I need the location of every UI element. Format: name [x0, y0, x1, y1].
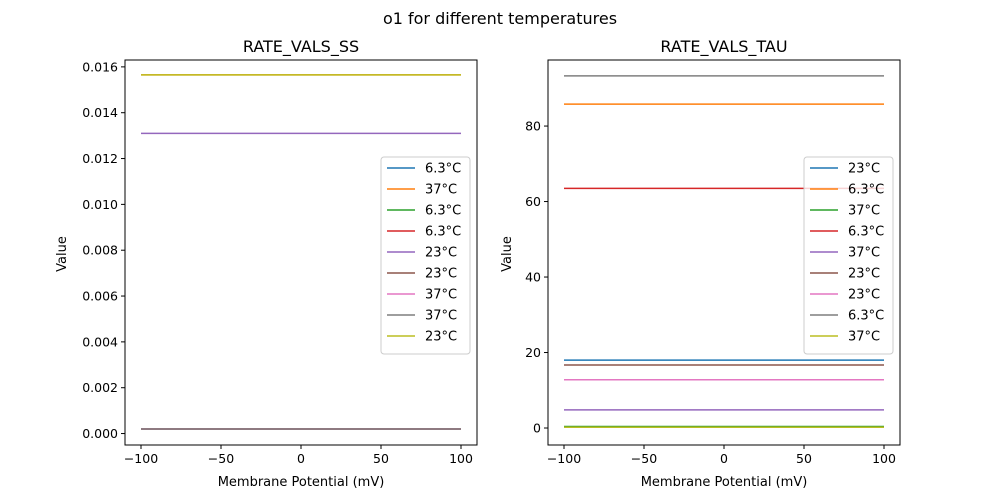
- legend-box: [803, 156, 894, 355]
- legend-label: 37°C: [425, 288, 457, 303]
- y-tick-label: 0.004: [82, 334, 118, 349]
- legend-label: 23°C: [848, 267, 880, 282]
- x-tick-label: 100: [449, 451, 473, 466]
- x-tick-label: 100: [872, 451, 896, 466]
- y-tick-label: 0.014: [82, 105, 118, 120]
- x-tick-label: 50: [373, 451, 389, 466]
- x-tick-label: −100: [547, 451, 581, 466]
- legend-label: 6.3°C: [848, 183, 884, 198]
- y-tick-label: 0.016: [82, 59, 118, 74]
- chart-rate-vals-tau: RATE_VALS_TAU Membrane Potential (mV) Va…: [500, 37, 901, 490]
- y-tick-label: 80: [525, 119, 541, 134]
- legend-label: 37°C: [425, 309, 457, 324]
- y-tick-label: 0: [533, 421, 541, 436]
- y-tick-label: 60: [525, 194, 541, 209]
- legend-label: 6.3°C: [425, 225, 461, 240]
- legend-label: 23°C: [425, 330, 457, 345]
- y-tick-label: 0.012: [82, 151, 118, 166]
- chart-title: RATE_VALS_SS: [243, 37, 359, 57]
- x-axis-label: Membrane Potential (mV): [641, 475, 808, 490]
- legend-label: 37°C: [848, 204, 880, 219]
- x-tick-label: 0: [720, 451, 728, 466]
- y-tick-label: 0.002: [82, 380, 118, 395]
- legend-label: 6.3°C: [848, 309, 884, 324]
- chart-title: RATE_VALS_TAU: [660, 37, 787, 57]
- x-axis-label: Membrane Potential (mV): [218, 475, 385, 490]
- series-lines: [141, 74, 461, 430]
- legend: 23°C 6.3°C 37°C 6.3°C 37°C 23°C 23°C 6.3°C 37°C: [803, 156, 894, 355]
- x-tick-label: −50: [631, 451, 657, 466]
- y-tick-label: 0.006: [82, 289, 118, 304]
- legend-label: 6.3°C: [848, 225, 884, 240]
- legend-box: [380, 156, 471, 355]
- legend-label: 6.3°C: [425, 204, 461, 219]
- x-tick-label: 0: [297, 451, 305, 466]
- y-tick-label: 0.010: [82, 197, 118, 212]
- legend-label: 37°C: [848, 246, 880, 261]
- y-axis-label: Value: [500, 236, 515, 272]
- y-tick-label: 0.008: [82, 243, 118, 258]
- legend: 6.3°C 37°C 6.3°C 6.3°C 23°C 23°C 37°C 37°C 23°C: [380, 156, 471, 355]
- figure-suptitle: o1 for different temperatures: [383, 9, 617, 28]
- series-lines: [564, 75, 884, 429]
- chart-rate-vals-ss: RATE_VALS_SS Membrane Potential (mV) Val…: [55, 37, 478, 490]
- y-tick-label: 0.000: [82, 426, 118, 441]
- x-tick-label: −50: [208, 451, 234, 466]
- y-tick-label: 40: [525, 270, 541, 285]
- legend-label: 23°C: [425, 246, 457, 261]
- legend-label: 23°C: [848, 162, 880, 177]
- legend-label: 6.3°C: [425, 162, 461, 177]
- legend-label: 37°C: [848, 330, 880, 345]
- x-tick-label: −100: [124, 451, 158, 466]
- legend-label: 23°C: [425, 267, 457, 282]
- legend-label: 37°C: [425, 183, 457, 198]
- y-axis-label: Value: [55, 236, 70, 272]
- y-tick-label: 20: [525, 345, 541, 360]
- legend-label: 23°C: [848, 288, 880, 303]
- x-tick-label: 50: [796, 451, 812, 466]
